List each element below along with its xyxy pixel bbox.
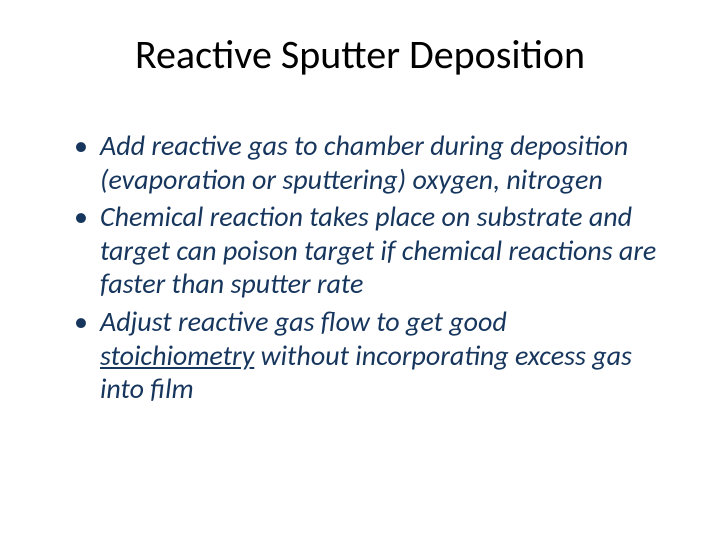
bullet-item: Chemical reaction takes place on substra… xyxy=(70,200,660,301)
slide-body: Add reactive gas to chamber during depos… xyxy=(50,129,670,406)
slide-title: Reactive Sputter Deposition xyxy=(50,30,670,79)
bullet-text: Add reactive gas to chamber during depos… xyxy=(100,128,628,197)
bullet-list: Add reactive gas to chamber during depos… xyxy=(50,129,670,406)
bullet-text: Adjust reactive gas flow to get good xyxy=(100,304,507,339)
bullet-text: Chemical reaction takes place on substra… xyxy=(100,199,656,301)
bullet-text-underlined: stoichiometry xyxy=(100,338,254,373)
bullet-item: Adjust reactive gas flow to get good sto… xyxy=(70,305,660,406)
slide: Reactive Sputter Deposition Add reactive… xyxy=(0,0,720,540)
bullet-item: Add reactive gas to chamber during depos… xyxy=(70,129,660,196)
